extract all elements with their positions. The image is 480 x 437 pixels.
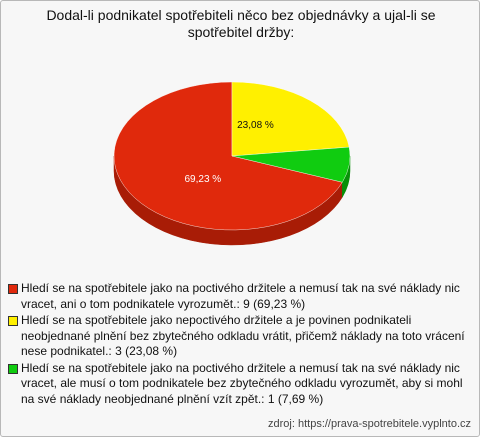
legend-item: Hledí se na spotřebitele jako na poctivé… xyxy=(7,281,467,312)
slice xyxy=(113,81,343,231)
slice xyxy=(231,81,350,157)
legend-swatch xyxy=(8,363,18,374)
source: zdroj: https://prava-spotrebitele.vyplnt… xyxy=(268,418,471,430)
legend-item: Hledí se na spotřebitele jako na poctivé… xyxy=(7,361,467,408)
legend-label: Hledí se na spotřebitele jako na poctivé… xyxy=(21,360,463,406)
legend-swatch xyxy=(8,284,18,294)
value-label: 69,23 % xyxy=(185,174,222,185)
slice xyxy=(231,146,351,183)
value-label: 23,08 % xyxy=(237,120,274,131)
pie-area: 69,23 % 23,08 % xyxy=(113,81,351,246)
chart-title: Dodal-li podnikatel spotřebiteli něco be… xyxy=(46,7,436,40)
legend: Hledí se na spotřebitele jako na poctivé… xyxy=(7,281,467,408)
legend-label: Hledí se na spotřebitele jako nepoctivéh… xyxy=(21,313,465,358)
legend-label: Hledí se na spotřebitele jako na poctivé… xyxy=(21,281,460,311)
legend-item: Hledí se na spotřebitele jako nepoctivéh… xyxy=(7,313,467,360)
legend-swatch xyxy=(8,316,18,326)
